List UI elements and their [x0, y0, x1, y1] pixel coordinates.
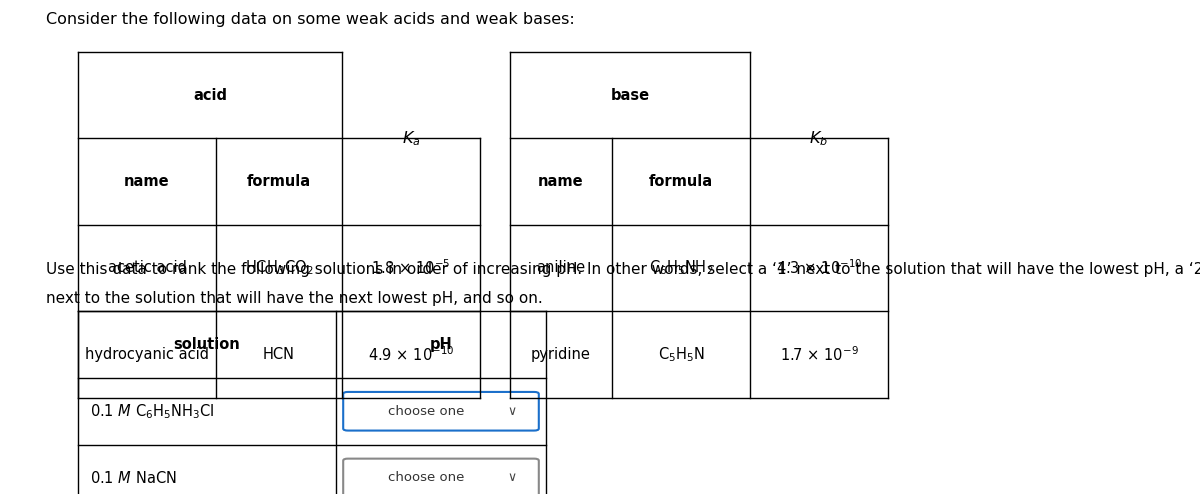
- Text: Use this data to rank the following solutions in order of increasing pH. In othe: Use this data to rank the following solu…: [46, 262, 1200, 277]
- Text: pH: pH: [430, 337, 452, 352]
- Text: aniline: aniline: [536, 260, 586, 276]
- Text: 0.1 $M$ C$_6$H$_5$NH$_3$Cl: 0.1 $M$ C$_6$H$_5$NH$_3$Cl: [90, 402, 214, 420]
- Text: 1.8 $\times$ 10$^{-5}$: 1.8 $\times$ 10$^{-5}$: [371, 259, 451, 277]
- Text: formula: formula: [649, 174, 713, 189]
- Text: 0.1 $M$ NaCN: 0.1 $M$ NaCN: [90, 470, 176, 486]
- FancyBboxPatch shape: [343, 458, 539, 494]
- Text: solution: solution: [174, 337, 240, 352]
- Text: next to the solution that will have the next lowest pH, and so on.: next to the solution that will have the …: [46, 291, 542, 306]
- Text: $K_b$: $K_b$: [810, 129, 828, 148]
- Text: acid: acid: [193, 87, 227, 103]
- FancyBboxPatch shape: [343, 392, 539, 431]
- Text: name: name: [124, 174, 170, 189]
- Text: choose one: choose one: [388, 471, 464, 485]
- Text: C$_6$H$_5$NH$_2$: C$_6$H$_5$NH$_2$: [649, 259, 713, 277]
- Text: HCH$_3$CO$_2$: HCH$_3$CO$_2$: [245, 259, 313, 277]
- Text: HCN: HCN: [263, 347, 295, 362]
- Text: choose one: choose one: [388, 405, 464, 418]
- Text: hydrocyanic acid: hydrocyanic acid: [85, 347, 209, 362]
- Text: 4.9 $\times$ 10$^{-10}$: 4.9 $\times$ 10$^{-10}$: [367, 345, 455, 364]
- Text: 4.3 $\times$ 10$^{-10}$: 4.3 $\times$ 10$^{-10}$: [775, 259, 863, 277]
- Text: formula: formula: [247, 174, 311, 189]
- Text: C$_5$H$_5$N: C$_5$H$_5$N: [658, 345, 704, 364]
- Text: 1.7 $\times$ 10$^{-9}$: 1.7 $\times$ 10$^{-9}$: [780, 345, 858, 364]
- Text: base: base: [611, 87, 649, 103]
- Text: $K_a$: $K_a$: [402, 129, 420, 148]
- Text: name: name: [538, 174, 584, 189]
- Text: ∨: ∨: [508, 471, 516, 485]
- Text: ∨: ∨: [508, 405, 516, 418]
- Text: pyridine: pyridine: [532, 347, 590, 362]
- Text: acetic acid: acetic acid: [108, 260, 186, 276]
- Text: Consider the following data on some weak acids and weak bases:: Consider the following data on some weak…: [46, 12, 575, 27]
